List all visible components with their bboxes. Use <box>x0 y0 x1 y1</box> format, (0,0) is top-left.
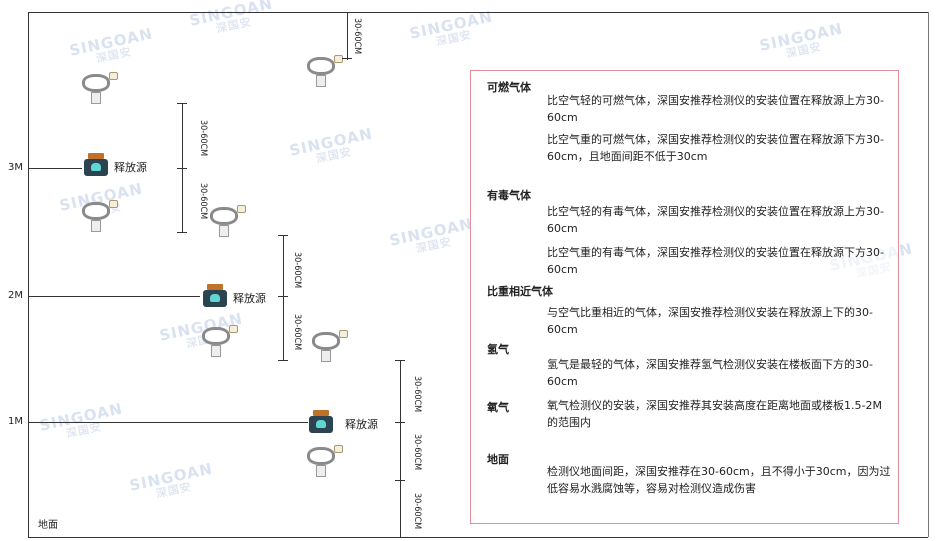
level-2m-line <box>28 296 200 297</box>
level-1m-line <box>28 422 308 423</box>
gas-detector-icon <box>80 200 120 234</box>
level-1m-label: 1M <box>8 416 23 427</box>
gas-detector-icon <box>200 325 240 359</box>
dimension-tick <box>342 58 352 59</box>
dimension-tick <box>278 235 288 236</box>
section-heading-similar-density: 比重相近气体 <box>487 285 553 298</box>
gas-source-icon <box>83 153 109 177</box>
dimension-line <box>283 235 284 361</box>
gas-detector-icon <box>305 445 345 479</box>
gas-source-icon <box>308 410 334 434</box>
dimension-tick <box>177 103 187 104</box>
section-text: 检测仪地面间距，深国安推荐在30-60cm，且不得小于30cm，因为过低容易水溅… <box>547 465 891 495</box>
section-heading-oxygen: 氧气 <box>487 401 509 414</box>
ceiling-line <box>28 12 928 13</box>
right-wall-line <box>928 12 929 537</box>
ground-label: 地面 <box>38 520 58 531</box>
dimension-tick <box>278 296 288 297</box>
dimension-line <box>347 12 348 60</box>
dimension-line <box>400 360 401 537</box>
gas-detector-icon <box>310 330 350 364</box>
wall-line <box>28 12 29 537</box>
section-text: 比空气轻的可燃气体，深国安推荐检测仪的安装位置在释放源上方30-60cm <box>547 94 884 124</box>
gas-detector-icon <box>208 205 248 239</box>
section-text: 氧气检测仪的安装，深国安推荐其安装高度在距离地面或楼板1.5-2M的范围内 <box>547 399 882 429</box>
level-3m-label: 3M <box>8 162 23 173</box>
dimension-tick <box>395 422 405 423</box>
section-text: 氢气是最轻的气体，深国安推荐氢气检测仪安装在楼板面下方的30-60cm <box>547 358 873 388</box>
gas-detector-icon <box>305 55 345 89</box>
dimension-tick <box>177 168 187 169</box>
gas-source-icon <box>202 284 228 308</box>
dimension-tick <box>395 480 405 481</box>
section-heading-ground: 地面 <box>487 453 509 466</box>
dimension-label: 30-60CM <box>352 18 362 55</box>
gas-detector-icon <box>80 72 120 106</box>
section-text: 比空气重的有毒气体，深国安推荐检测仪的安装位置在释放源下方30-60cm <box>547 246 884 276</box>
dimension-label: 30-60CM <box>412 434 422 471</box>
section-text: 比空气重的可燃气体，深国安推荐检测仪的安装位置在释放源下方30-60cm，且地面… <box>547 133 884 163</box>
dimension-label: 30-60CM <box>412 376 422 413</box>
dimension-label: 30-60CM <box>198 183 208 220</box>
level-2m-label: 2M <box>8 290 23 301</box>
source-label: 释放源 <box>345 418 378 431</box>
source-label: 释放源 <box>233 292 266 305</box>
dimension-tick <box>177 232 187 233</box>
dimension-label: 30-60CM <box>292 252 302 289</box>
dimension-label: 30-60CM <box>292 314 302 351</box>
dimension-tick <box>278 360 288 361</box>
installation-guide-panel: 可燃气体 比空气轻的可燃气体，深国安推荐检测仪的安装位置在释放源上方30-60c… <box>470 70 899 524</box>
dimension-label: 30-60CM <box>412 493 422 530</box>
section-text: 与空气比重相近的气体，深国安推荐检测仪安装在释放源上下的30-60cm <box>547 306 873 336</box>
section-heading-combustible: 可燃气体 <box>487 81 531 94</box>
section-text: 比空气轻的有毒气体，深国安推荐检测仪的安装位置在释放源上方30-60cm <box>547 205 884 235</box>
floor-line <box>28 537 928 538</box>
source-label: 释放源 <box>114 161 147 174</box>
level-3m-line <box>28 168 82 169</box>
dimension-tick <box>395 360 405 361</box>
section-heading-hydrogen: 氢气 <box>487 343 509 356</box>
section-heading-toxic: 有毒气体 <box>487 189 531 202</box>
dimension-label: 30-60CM <box>198 120 208 157</box>
